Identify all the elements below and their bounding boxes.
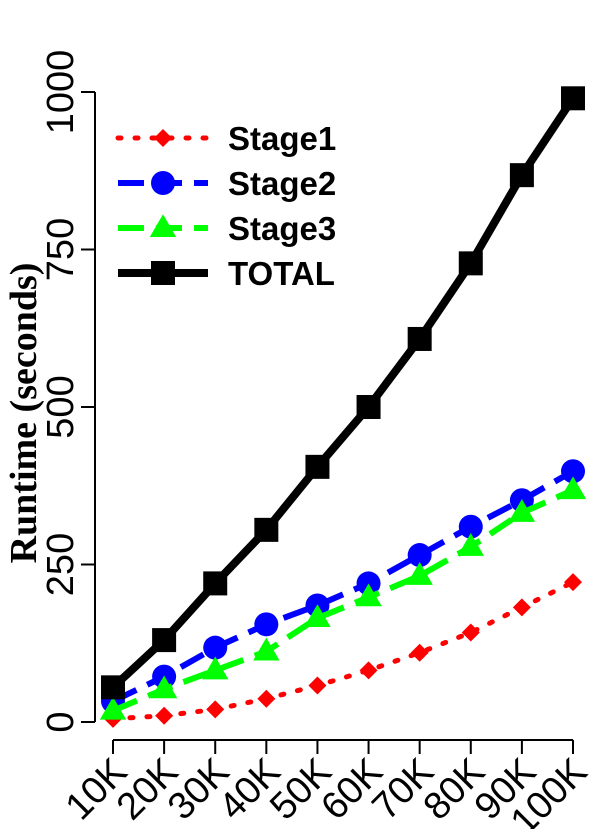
legend-item-stage2: Stage2 — [118, 165, 336, 202]
legend-item-stage3: Stage3 — [118, 210, 336, 247]
data-point-stage3 — [150, 675, 178, 699]
data-point-stage3 — [508, 499, 536, 522]
legend-marker-stage1 — [154, 129, 172, 147]
legend-item-total: TOTAL — [118, 255, 335, 292]
legend: Stage1 Stage2 Stage3 TOTAL — [115, 120, 336, 292]
data-point-stage2 — [407, 543, 432, 568]
data-point-stage2 — [356, 571, 381, 596]
data-point-total — [152, 628, 177, 653]
data-point-total — [203, 571, 228, 596]
data-point-total — [561, 86, 585, 111]
series-stage3 — [99, 476, 587, 720]
series-stage2 — [101, 459, 585, 714]
legend-marker-stage3 — [149, 214, 177, 237]
legend-label-stage1: Stage1 — [228, 120, 336, 157]
legend-item-stage1: Stage1 — [115, 120, 336, 157]
y-tick-label: 250 — [40, 533, 82, 596]
data-point-stage2 — [203, 635, 228, 660]
data-point-stage1 — [206, 700, 225, 719]
data-point-stage2 — [561, 459, 585, 484]
series-line-stage1 — [110, 579, 576, 722]
y-ticks: 0 250 500 750 1000 — [40, 50, 95, 733]
data-point-stage1 — [257, 689, 276, 708]
series-line-total — [110, 96, 577, 691]
y-tick-label: 1000 — [40, 50, 82, 135]
data-point-stage1 — [512, 598, 531, 617]
data-point-stage2 — [458, 514, 483, 539]
data-point-stage3 — [457, 533, 484, 556]
data-point-total — [305, 454, 330, 479]
legend-marker-stage2 — [151, 171, 175, 195]
series-line-stage2 — [111, 468, 575, 704]
data-point-stage1 — [155, 706, 174, 725]
data-point-stage3 — [559, 476, 587, 500]
data-point-total — [458, 251, 483, 276]
data-point-stage3 — [304, 604, 331, 628]
y-tick-label: 500 — [40, 375, 82, 438]
data-point-stage1 — [359, 661, 378, 680]
y-axis-title: Runtime (seconds) — [3, 263, 45, 564]
data-point-total — [356, 395, 381, 419]
data-point-stage3 — [99, 696, 127, 720]
data-point-stage3 — [253, 637, 280, 661]
data-point-total — [101, 675, 125, 700]
data-point-stage3 — [406, 562, 433, 585]
data-point-stage1 — [461, 623, 480, 642]
legend-label-stage3: Stage3 — [228, 210, 336, 247]
legend-label-total: TOTAL — [228, 255, 335, 292]
data-point-stage3 — [355, 583, 382, 607]
legend-marker-total — [151, 261, 175, 285]
data-point-stage1 — [308, 676, 327, 695]
data-point-stage3 — [202, 656, 229, 680]
data-point-stage2 — [254, 612, 279, 637]
y-tick-label: 750 — [40, 218, 82, 281]
legend-label-stage2: Stage2 — [228, 165, 336, 202]
series-total — [101, 86, 585, 700]
data-point-stage1 — [410, 643, 429, 662]
data-point-stage1 — [564, 573, 582, 592]
series-line-stage3 — [111, 487, 575, 714]
data-point-total — [407, 326, 432, 351]
data-point-total — [254, 517, 279, 542]
y-tick-label: 0 — [40, 711, 82, 732]
data-point-total — [509, 163, 534, 188]
series-layer — [99, 86, 587, 728]
